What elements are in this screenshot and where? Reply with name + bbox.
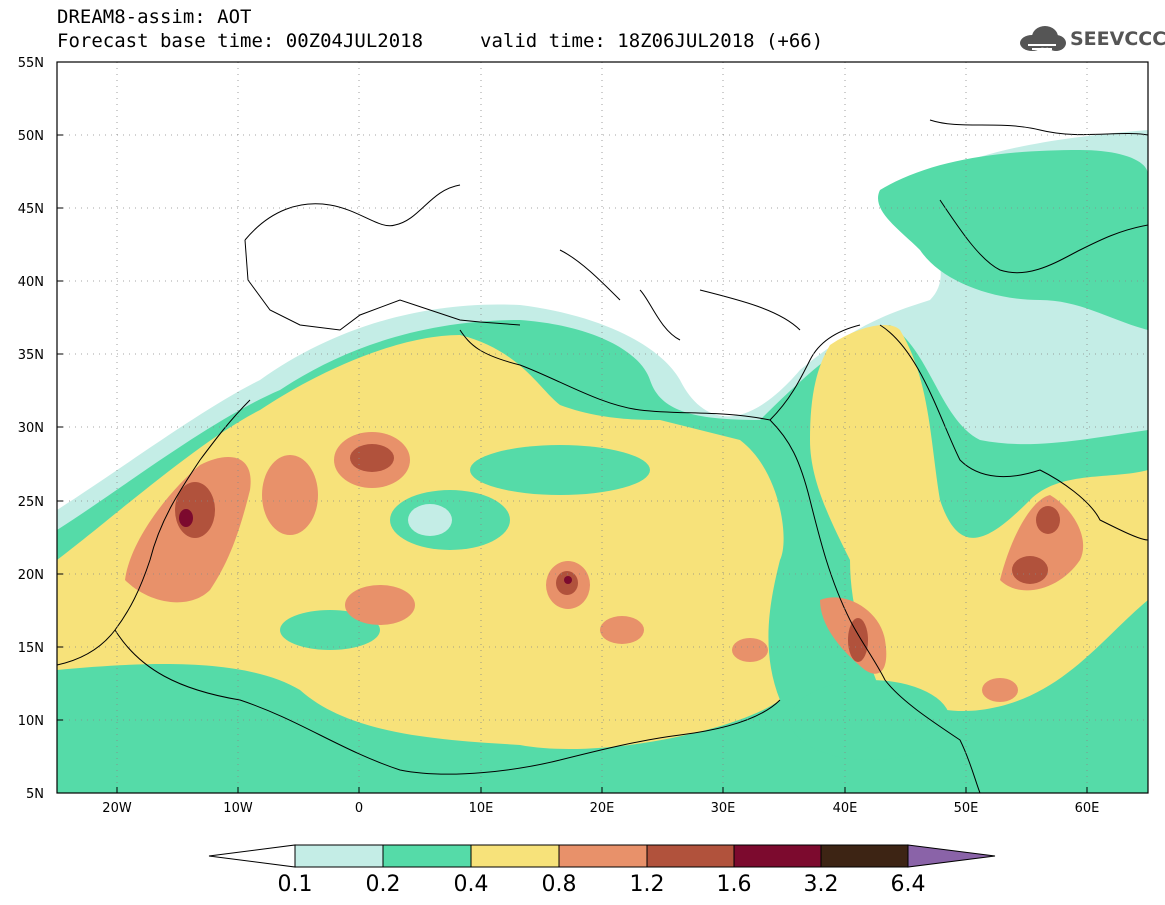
valid-time: valid time: 18Z06JUL2018 (+66) [480, 30, 824, 52]
colorbar-label: 0.8 [541, 872, 577, 897]
colorbar-segment-1 [294, 844, 384, 868]
lat-label-5n: 5N [26, 787, 44, 802]
lon-label-20w: 20W [102, 801, 132, 816]
colorbar-label: 3.2 [803, 872, 839, 897]
forecast-base-time: Forecast base time: 00Z04JUL2018 [57, 30, 424, 52]
coastlines [57, 119, 1148, 793]
colorbar [208, 844, 996, 868]
lon-label-60e: 60E [1075, 801, 1100, 816]
cloud-icon [1020, 26, 1066, 51]
lat-label-25n: 25N [18, 495, 44, 510]
colorbar-label: 0.4 [453, 872, 489, 897]
colorbar-segment-2 [382, 844, 472, 868]
colorbar-segment-6 [733, 844, 822, 868]
lat-label-10n: 10N [18, 714, 44, 729]
lon-labels: 20W 10W 0 10E 20E 30E 40E 50E 60E [102, 801, 1099, 816]
lon-label-10e: 10E [469, 801, 494, 816]
map-title: DREAM8-assim: AOT [57, 6, 252, 28]
lon-label-40e: 40E [833, 801, 858, 816]
lat-label-30n: 30N [18, 421, 44, 436]
colorbar-segment-3 [470, 844, 560, 868]
colorbar-label: 1.6 [716, 872, 752, 897]
colorbar-label: 0.2 [365, 872, 401, 897]
lat-label-15n: 15N [18, 641, 44, 656]
logo-text: SEEVCCC [1070, 28, 1165, 50]
lat-label-40n: 40N [18, 275, 44, 290]
lat-label-55n: 55N [18, 56, 44, 71]
lon-label-50e: 50E [954, 801, 979, 816]
colorbar-segment-above [907, 844, 996, 868]
lat-label-35n: 35N [18, 348, 44, 363]
lat-label-20n: 20N [18, 568, 44, 583]
lat-labels: 55N 50N 45N 40N 35N 30N 25N 20N 15N 10N … [18, 56, 44, 802]
lon-label-20e: 20E [590, 801, 615, 816]
colorbar-segment-5 [646, 844, 735, 868]
lon-label-30e: 30E [711, 801, 736, 816]
colorbar-label: 6.4 [890, 872, 926, 897]
colorbar-label: 1.2 [629, 872, 665, 897]
lat-ticks [57, 61, 63, 794]
colorbar-label: 0.1 [277, 872, 313, 897]
colorbar-segment-4 [558, 844, 648, 868]
lon-label-0: 0 [355, 801, 363, 816]
lat-label-50n: 50N [18, 129, 44, 144]
seevccc-logo: SEEVCCC [1018, 24, 1165, 54]
lat-label-45n: 45N [18, 202, 44, 217]
lon-ticks [116, 787, 1088, 793]
colorbar-segment-below [208, 844, 296, 868]
lon-label-10w: 10W [223, 801, 253, 816]
colorbar-segment-7 [820, 844, 909, 868]
aot-field [57, 130, 1148, 793]
